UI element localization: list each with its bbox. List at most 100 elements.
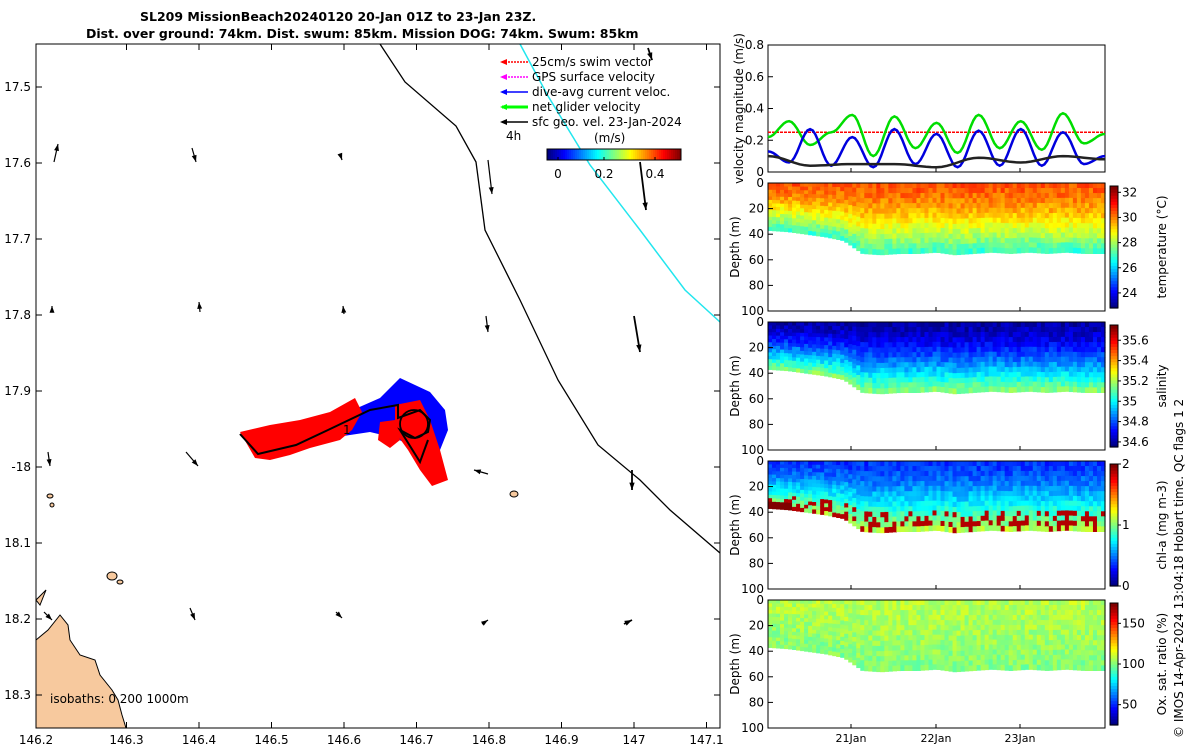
section-cell [772, 464, 777, 469]
section-cell [904, 208, 910, 214]
section-cell [912, 183, 918, 189]
section-cell [1052, 604, 1058, 611]
section-cell [1032, 242, 1038, 249]
colorbar-cell [565, 149, 568, 160]
section-cell [1008, 665, 1014, 671]
section-cell [1048, 640, 1054, 646]
section-cell [1056, 381, 1062, 388]
section-cell [1008, 615, 1014, 621]
section-cell [856, 480, 861, 486]
colorbar-cell [655, 149, 658, 160]
section-cell [1020, 197, 1026, 204]
section-cell [884, 486, 889, 493]
section-cell [792, 336, 797, 341]
section-cell [836, 326, 841, 331]
section-cell [900, 461, 906, 467]
section-cell [900, 228, 906, 234]
section-cell [848, 483, 853, 489]
section-cell [1024, 326, 1030, 333]
section-cell [768, 488, 773, 493]
section-cell [800, 507, 805, 513]
section-cell [1000, 366, 1006, 373]
colorbar-cell [559, 149, 562, 160]
section-cell [872, 188, 877, 194]
section-cell [956, 228, 962, 235]
section-cell [932, 490, 938, 497]
section-cell [864, 382, 869, 389]
section-cell [868, 357, 873, 364]
section-cell [920, 387, 926, 393]
section-cell [812, 190, 817, 195]
section-cell [832, 361, 837, 367]
section-cell [892, 342, 897, 348]
section-cell [1064, 634, 1070, 641]
section-cell [1056, 629, 1062, 636]
section-cell [900, 367, 906, 373]
section-cell [788, 356, 793, 361]
section-cell [960, 650, 966, 657]
section-cell [840, 510, 845, 515]
section-cell [808, 227, 813, 232]
section-cell [1060, 485, 1066, 492]
velocity-y-tick-label: 0.8 [745, 38, 764, 52]
section-cell [924, 649, 930, 656]
section-cell [1016, 485, 1022, 492]
colorbar-cell [673, 149, 676, 160]
section-cell [980, 376, 986, 383]
section-cell [852, 650, 857, 657]
section-cell [832, 218, 837, 224]
section-cell [1020, 187, 1026, 194]
section-cell [1060, 659, 1066, 665]
section-cell [908, 600, 914, 606]
section-cell [1068, 322, 1074, 328]
section-cell [948, 372, 954, 379]
section-cell [1020, 609, 1026, 616]
section-cell [848, 222, 853, 228]
section-cell [1016, 654, 1022, 661]
section-cell [1096, 461, 1102, 467]
section-cell [856, 657, 861, 664]
section-cell [780, 617, 785, 622]
section-cell [1056, 505, 1062, 512]
section-cell [876, 506, 881, 513]
section-cell [916, 243, 922, 249]
section-cell [960, 461, 966, 467]
section-cell [968, 491, 974, 497]
section-cell [976, 332, 982, 338]
section-cell [932, 619, 938, 626]
section-cell [768, 196, 773, 201]
section-cell [904, 486, 910, 492]
section-cell [808, 197, 813, 203]
section-cell [892, 387, 897, 394]
section-cell [1028, 470, 1034, 477]
section-cell [1052, 600, 1058, 606]
section-cell [1044, 203, 1050, 209]
section-cell [940, 600, 946, 606]
section-cell [920, 203, 926, 209]
section-cell [852, 474, 857, 481]
section-cell [992, 515, 998, 522]
section-cell [872, 496, 877, 503]
section-cell [804, 614, 809, 619]
section-cell [780, 363, 785, 368]
section-cell [996, 371, 1002, 378]
section-cell [960, 486, 966, 493]
chart-title-line1: SL209 MissionBeach20240120 20-Jan 01Z to… [140, 9, 537, 24]
section-colorbar-cell [1110, 476, 1118, 480]
section-cell [880, 501, 885, 508]
section-cell [948, 506, 954, 513]
section-cell [784, 638, 789, 643]
section-cell [768, 359, 773, 364]
section-cell [768, 630, 773, 635]
section-cell [936, 376, 942, 383]
section-cell [812, 483, 817, 488]
colorbar-cell [659, 149, 662, 160]
section-cell [1012, 635, 1018, 641]
section-cell [844, 511, 849, 517]
section-cell [804, 223, 809, 228]
section-cell [996, 515, 1002, 522]
section-cell [1080, 183, 1086, 189]
section-cell [852, 636, 857, 643]
section-cell [984, 187, 990, 194]
section-cell [828, 353, 833, 358]
